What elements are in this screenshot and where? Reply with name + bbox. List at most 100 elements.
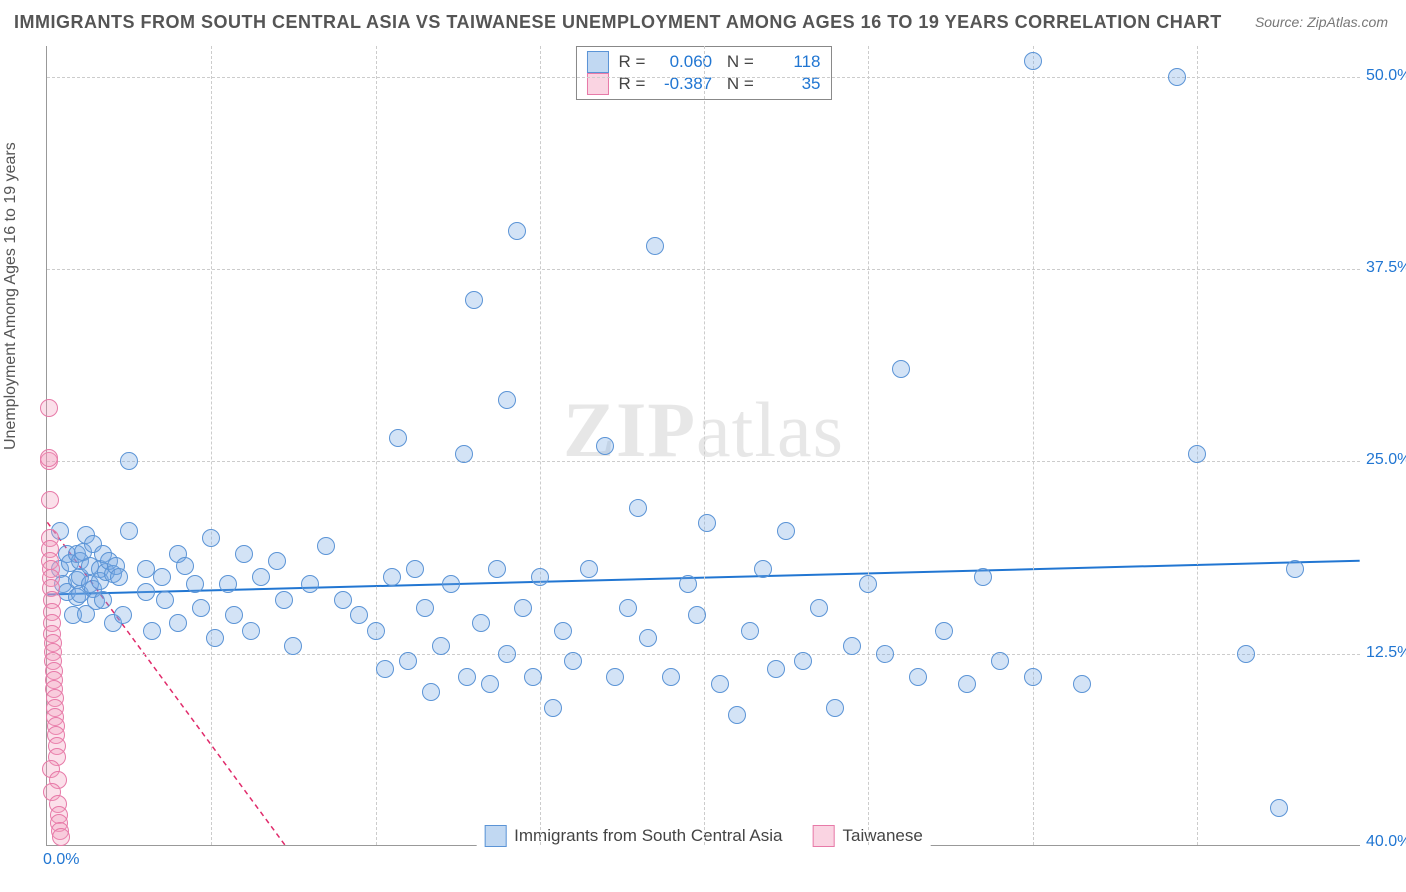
data-point — [754, 560, 772, 578]
data-point — [646, 237, 664, 255]
scatter-plot: ZIPatlas R = 0.060 N = 118 R = -0.387 N … — [46, 46, 1360, 846]
data-point — [465, 291, 483, 309]
data-point — [376, 660, 394, 678]
data-point — [544, 699, 562, 717]
data-point — [909, 668, 927, 686]
data-point — [794, 652, 812, 670]
data-point — [619, 599, 637, 617]
data-point — [498, 391, 516, 409]
data-point — [367, 622, 385, 640]
data-point — [991, 652, 1009, 670]
data-point — [458, 668, 476, 686]
x-tick-label: 0.0% — [43, 851, 79, 869]
data-point — [741, 622, 759, 640]
data-point — [974, 568, 992, 586]
data-point — [389, 429, 407, 447]
data-point — [406, 560, 424, 578]
y-tick-label: 37.5% — [1366, 259, 1406, 277]
data-point — [334, 591, 352, 609]
data-point — [606, 668, 624, 686]
data-point — [52, 828, 70, 846]
data-point — [1286, 560, 1304, 578]
data-point — [810, 599, 828, 617]
data-point — [508, 222, 526, 240]
data-point — [580, 560, 598, 578]
gridline-v — [1033, 46, 1034, 845]
data-point — [711, 675, 729, 693]
data-point — [455, 445, 473, 463]
data-point — [728, 706, 746, 724]
data-point — [120, 452, 138, 470]
y-axis-label: Unemployment Among Ages 16 to 19 years — [2, 142, 20, 450]
data-point — [416, 599, 434, 617]
data-point — [202, 529, 220, 547]
data-point — [662, 668, 680, 686]
data-point — [826, 699, 844, 717]
data-point — [137, 560, 155, 578]
data-point — [442, 575, 460, 593]
data-point — [156, 591, 174, 609]
data-point — [176, 557, 194, 575]
data-point — [399, 652, 417, 670]
data-point — [843, 637, 861, 655]
gridline-v — [704, 46, 705, 845]
source-label: Source: ZipAtlas.com — [1255, 14, 1388, 30]
data-point — [1237, 645, 1255, 663]
data-point — [514, 599, 532, 617]
data-point — [629, 499, 647, 517]
chart-title: IMMIGRANTS FROM SOUTH CENTRAL ASIA VS TA… — [14, 12, 1222, 33]
gridline-v — [540, 46, 541, 845]
legend-item: Immigrants from South Central Asia — [484, 825, 782, 847]
data-point — [524, 668, 542, 686]
data-point — [186, 575, 204, 593]
data-point — [153, 568, 171, 586]
data-point — [1188, 445, 1206, 463]
data-point — [192, 599, 210, 617]
swatch-blue — [484, 825, 506, 847]
data-point — [498, 645, 516, 663]
data-point — [688, 606, 706, 624]
data-point — [958, 675, 976, 693]
data-point — [679, 575, 697, 593]
data-point — [777, 522, 795, 540]
data-point — [554, 622, 572, 640]
data-point — [1073, 675, 1091, 693]
data-point — [94, 591, 112, 609]
swatch-pink — [813, 825, 835, 847]
data-point — [317, 537, 335, 555]
data-point — [1024, 52, 1042, 70]
data-point — [1024, 668, 1042, 686]
data-point — [876, 645, 894, 663]
data-point — [40, 399, 58, 417]
data-point — [41, 491, 59, 509]
data-point — [698, 514, 716, 532]
data-point — [143, 622, 161, 640]
data-point — [488, 560, 506, 578]
gridline-v — [868, 46, 869, 845]
data-point — [531, 568, 549, 586]
data-point — [268, 552, 286, 570]
data-point — [252, 568, 270, 586]
data-point — [639, 629, 657, 647]
data-point — [225, 606, 243, 624]
data-point — [235, 545, 253, 563]
y-tick-label: 50.0% — [1366, 67, 1406, 85]
data-point — [1168, 68, 1186, 86]
data-point — [219, 575, 237, 593]
data-point — [472, 614, 490, 632]
data-point — [1270, 799, 1288, 817]
data-point — [242, 622, 260, 640]
data-point — [169, 614, 187, 632]
data-point — [935, 622, 953, 640]
data-point — [596, 437, 614, 455]
data-point — [422, 683, 440, 701]
data-point — [120, 522, 138, 540]
swatch-blue — [586, 51, 608, 73]
data-point — [859, 575, 877, 593]
x-tick-label: 40.0% — [1366, 833, 1406, 851]
data-point — [110, 568, 128, 586]
data-point — [137, 583, 155, 601]
data-point — [481, 675, 499, 693]
data-point — [275, 591, 293, 609]
data-point — [350, 606, 368, 624]
